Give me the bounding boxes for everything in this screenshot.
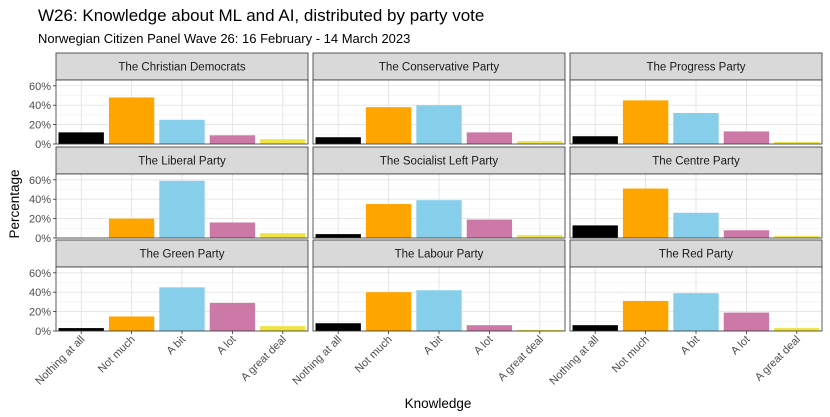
facet-label: The Liberal Party — [138, 156, 226, 168]
bar — [58, 132, 104, 144]
facet-label: The Christian Democrats — [118, 62, 245, 74]
x-tick-label: A lot — [472, 334, 496, 358]
bar — [159, 180, 205, 238]
bar — [416, 200, 462, 238]
bar — [315, 137, 361, 144]
bar — [365, 292, 412, 331]
bar — [673, 293, 719, 331]
bar — [572, 136, 618, 144]
x-tick-label: A great deal — [496, 334, 546, 384]
x-tick-label: Not much — [96, 334, 138, 376]
bar — [209, 302, 256, 331]
bar — [365, 204, 412, 238]
bar — [416, 290, 462, 331]
bar — [416, 105, 462, 144]
facet-label: The Green Party — [139, 249, 224, 261]
y-tick-label: 60% — [29, 175, 51, 187]
bar — [517, 141, 563, 144]
y-tick-label: 0% — [35, 326, 51, 338]
y-tick-label: 20% — [29, 307, 51, 319]
bar — [58, 328, 104, 331]
bar — [365, 107, 412, 144]
x-tick-label: A bit — [678, 334, 702, 358]
bar — [622, 100, 669, 144]
y-tick-label: 40% — [29, 100, 51, 112]
bar — [466, 325, 513, 331]
facet-strip — [312, 52, 566, 81]
facet-strip — [312, 239, 566, 268]
facet-strip — [55, 239, 309, 268]
bar — [622, 300, 669, 331]
bar — [209, 222, 256, 238]
x-tick-label: A lot — [215, 334, 239, 358]
bar — [774, 328, 820, 331]
panel-border — [55, 173, 309, 239]
bar — [723, 230, 770, 238]
bar — [622, 188, 669, 238]
x-tick-label: A great deal — [239, 334, 289, 384]
x-tick-label: A bit — [164, 334, 188, 358]
facet-label: The Red Party — [659, 249, 733, 261]
panel-border — [312, 79, 566, 145]
bar — [159, 119, 205, 144]
y-axis-title: Percentage — [7, 169, 22, 238]
panel-border — [55, 79, 309, 145]
facet-label: The Conservative Party — [379, 62, 499, 74]
y-tick-label: 20% — [29, 214, 51, 226]
y-tick-label: 40% — [29, 287, 51, 299]
facet-label: The Progress Party — [646, 62, 745, 74]
bar — [723, 312, 770, 331]
bar — [315, 323, 361, 331]
bar — [673, 212, 719, 238]
panel-border — [569, 173, 823, 239]
bar — [774, 236, 820, 238]
bar — [466, 219, 513, 238]
facet-label: The Socialist Left Party — [380, 156, 498, 168]
y-tick-label: 40% — [29, 194, 51, 206]
y-tick-label: 60% — [29, 268, 51, 280]
y-tick-label: 60% — [29, 81, 51, 93]
chart-subtitle: Norwegian Citizen Panel Wave 26: 16 Febr… — [38, 31, 411, 46]
bar — [723, 131, 770, 144]
bar — [260, 233, 306, 238]
bar — [466, 132, 513, 144]
bar — [108, 218, 155, 238]
facet-label: The Labour Party — [395, 249, 484, 261]
bar — [260, 326, 306, 331]
facet-strip — [55, 146, 309, 175]
panel-border — [569, 79, 823, 145]
bar — [517, 330, 563, 331]
bar — [517, 235, 563, 238]
panel-border — [312, 173, 566, 239]
facet-strip — [569, 52, 823, 81]
y-tick-label: 0% — [35, 139, 51, 151]
bar — [260, 139, 306, 144]
bar — [774, 142, 820, 144]
x-tick-label: A great deal — [753, 334, 803, 384]
y-tick-label: 0% — [35, 233, 51, 245]
x-tick-label: Not much — [353, 334, 395, 376]
bar — [315, 234, 361, 238]
bar — [209, 135, 256, 144]
x-tick-label: Not much — [610, 334, 652, 376]
x-tick-label: Nothing at all — [547, 334, 601, 388]
bar — [108, 97, 155, 144]
facet-label: The Centre Party — [652, 156, 740, 168]
x-tick-label: A lot — [729, 334, 753, 358]
bar — [108, 316, 155, 331]
x-tick-label: Nothing at all — [33, 334, 87, 388]
facet-strip — [312, 146, 566, 175]
bar — [159, 287, 205, 331]
x-tick-label: Nothing at all — [290, 334, 344, 388]
y-tick-label: 20% — [29, 120, 51, 132]
x-tick-label: A bit — [421, 334, 445, 358]
bar — [572, 225, 618, 238]
chart-title: W26: Knowledge about ML and AI, distribu… — [38, 6, 485, 25]
facet-strip — [55, 52, 309, 81]
bar — [673, 112, 719, 144]
x-axis-title: Knowledge — [405, 396, 472, 411]
bar — [572, 325, 618, 331]
